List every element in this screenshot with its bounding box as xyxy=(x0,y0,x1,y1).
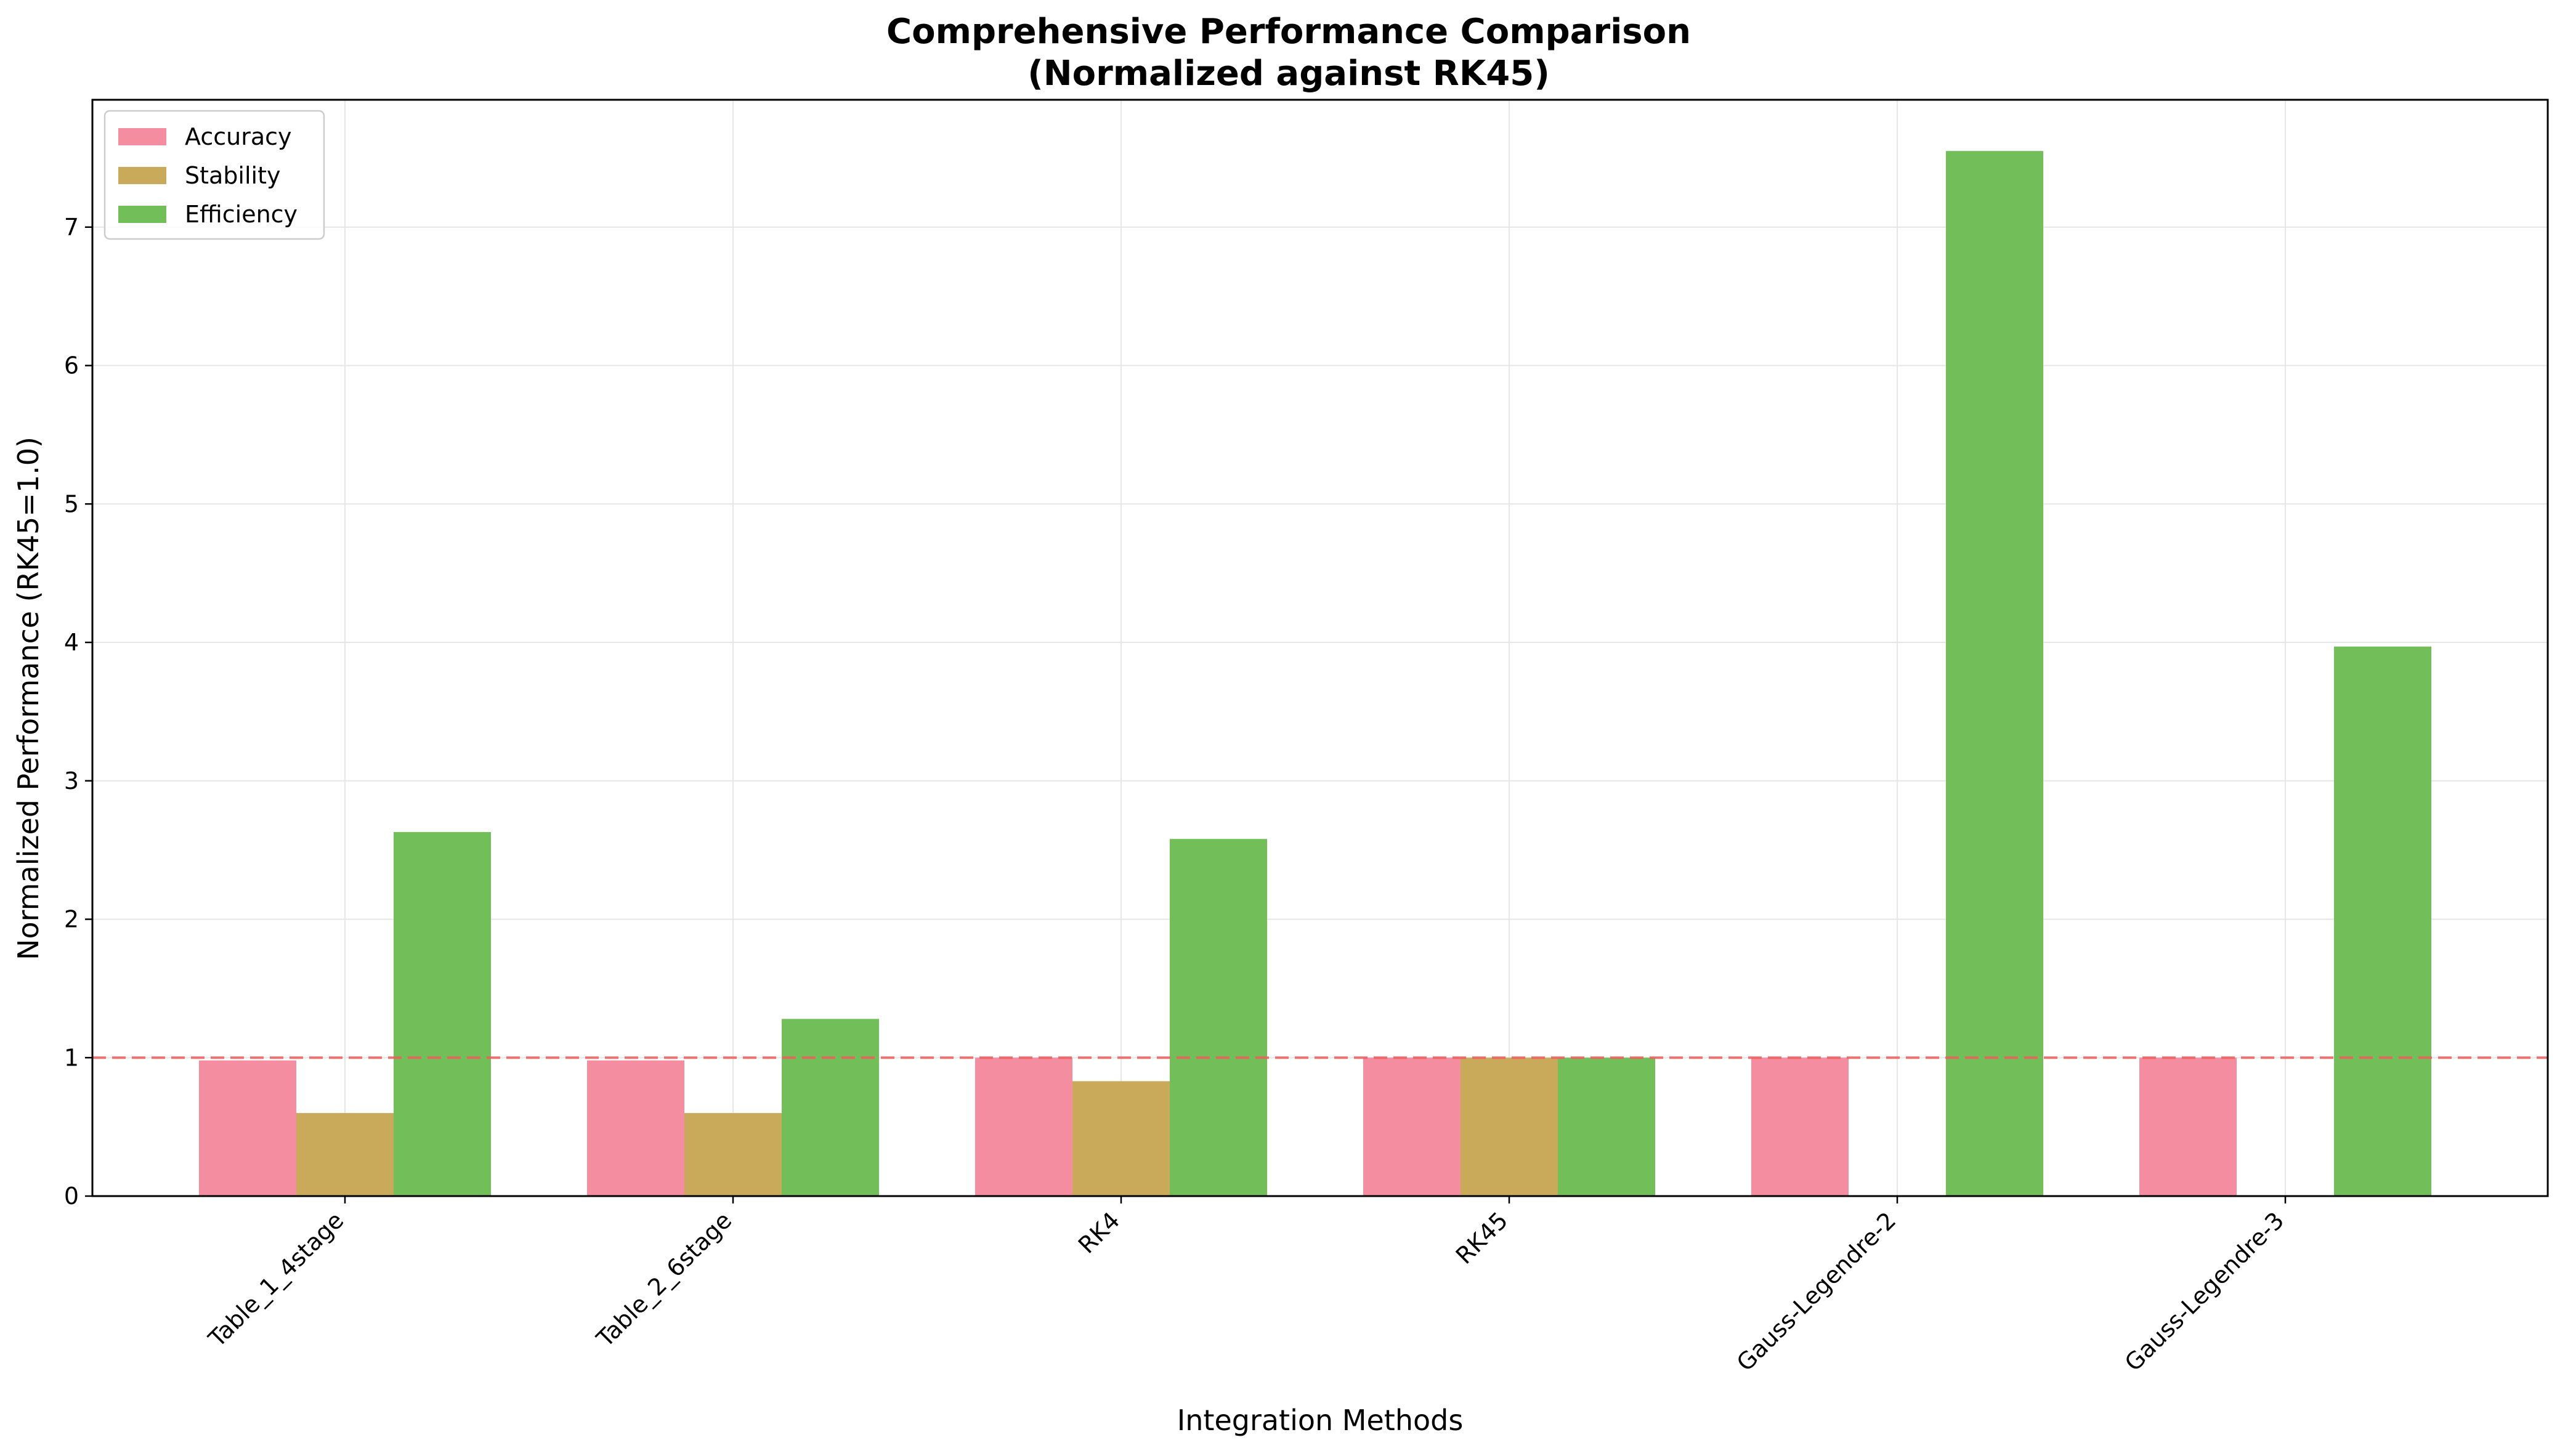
legend: Accuracy Stability Efficiency xyxy=(103,110,325,240)
y-tick-label: 7 xyxy=(64,214,79,241)
bar-efficiency-rk45 xyxy=(1558,1058,1655,1196)
bar-accuracy-gauss-legendre-2 xyxy=(1751,1058,1849,1196)
bar-accuracy-table_1_4stage xyxy=(199,1060,296,1196)
y-axis-label: Normalized Performance (RK45=1.0) xyxy=(12,437,45,960)
y-tick-label: 4 xyxy=(64,629,79,656)
bars xyxy=(199,151,2431,1196)
y-tick-label: 1 xyxy=(64,1044,79,1071)
bar-efficiency-table_1_4stage xyxy=(394,831,491,1196)
legend-swatch-accuracy xyxy=(118,128,166,145)
chart-subtitle: (Normalized against RK45) xyxy=(1027,54,1550,94)
bar-accuracy-table_2_6stage xyxy=(587,1060,684,1196)
legend-swatch-efficiency xyxy=(118,206,166,223)
y-tick-label: 2 xyxy=(64,906,79,933)
y-tick-label: 0 xyxy=(64,1183,79,1210)
x-axis-label: Integration Methods xyxy=(1177,1404,1464,1437)
legend-swatch-stability xyxy=(118,167,166,184)
bar-accuracy-rk4 xyxy=(975,1058,1072,1196)
y-axis-ticks: 0 1 2 3 4 5 6 7 xyxy=(64,214,92,1210)
legend-label-efficiency: Efficiency xyxy=(185,201,298,228)
bar-stability-rk45 xyxy=(1461,1058,1558,1196)
bar-accuracy-rk45 xyxy=(1363,1058,1461,1196)
bar-efficiency-table_2_6stage xyxy=(782,1019,879,1196)
legend-label-accuracy: Accuracy xyxy=(185,123,292,150)
bar-stability-rk4 xyxy=(1072,1081,1170,1196)
y-tick-label: 6 xyxy=(64,352,79,379)
bar-efficiency-gauss-legendre-2 xyxy=(1946,151,2043,1196)
bar-efficiency-rk4 xyxy=(1170,839,1267,1196)
y-tick-label: 5 xyxy=(64,490,79,517)
chart-title: Comprehensive Performance Comparison xyxy=(886,12,1691,52)
y-tick-label: 3 xyxy=(64,767,79,795)
bar-stability-table_1_4stage xyxy=(296,1113,394,1196)
plot-frame xyxy=(91,99,2549,1197)
legend-label-stability: Stability xyxy=(185,162,281,189)
bar-accuracy-gauss-legendre-3 xyxy=(2139,1058,2237,1196)
grid xyxy=(92,100,2548,1197)
bar-efficiency-gauss-legendre-3 xyxy=(2334,646,2431,1196)
bar-stability-table_2_6stage xyxy=(684,1113,782,1196)
